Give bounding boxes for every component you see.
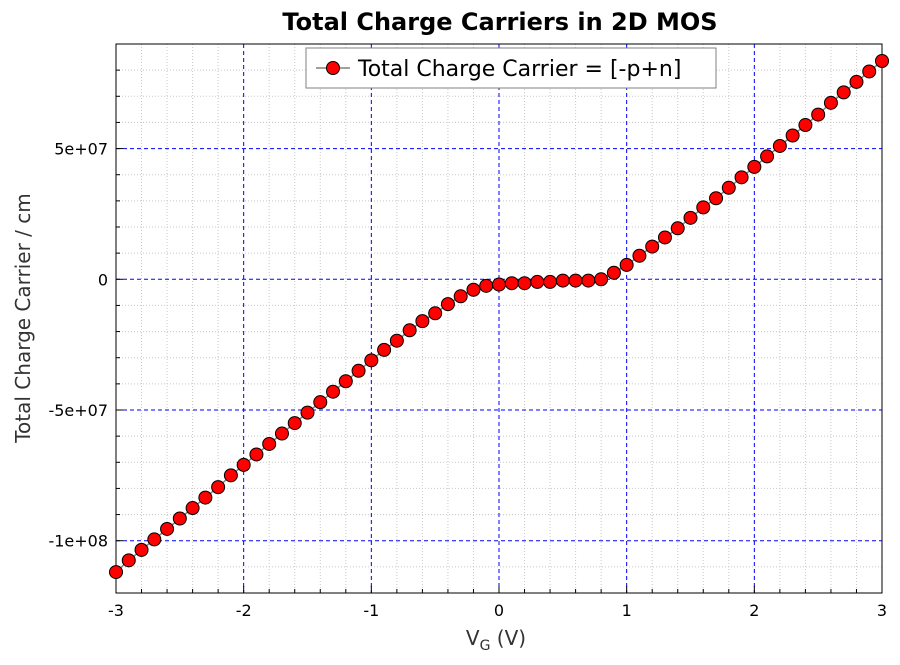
data-point [696,200,711,215]
x-tick-label: 3 [877,601,887,620]
data-point [811,107,826,122]
data-point [428,306,443,321]
data-point [223,468,238,483]
data-point [581,273,596,288]
data-point [466,282,481,297]
axis-ticks [115,43,883,594]
data-point [517,276,532,291]
data-point [172,511,187,526]
x-axis-label-unit: (V) [490,626,526,650]
x-tick-label: -3 [108,601,124,620]
data-point [645,239,660,254]
data-point [492,277,506,292]
x-tick-label: -2 [236,601,252,620]
data-point [721,180,736,195]
data-point [772,138,787,153]
x-tick-label: -1 [363,601,379,620]
data-point [619,257,634,272]
series-points [109,53,889,580]
legend: Total Charge Carrier = [-p+n] [305,47,717,89]
data-point [249,447,264,462]
data-point [530,274,545,289]
data-point [377,342,392,357]
data-point [262,436,277,451]
data-point [836,85,851,100]
data-point [594,272,609,287]
data-point [555,273,570,288]
data-point [504,276,519,291]
x-tick-label: 0 [494,601,504,620]
y-tick-label: -1e+08 [48,532,108,551]
data-point [185,501,200,516]
y-tick-labels: -1e+08 -5e+07 0 5e+07 [48,140,108,551]
data-point [849,74,864,89]
legend-label: Total Charge Carrier = [-p+n] [357,57,681,82]
x-axis-label: VG (V) [466,626,526,654]
data-point [198,490,213,505]
x-tick-labels: -3 -2 -1 0 1 2 3 [108,601,887,620]
data-point [300,405,315,420]
y-tick-label: 5e+07 [54,140,108,159]
data-point [747,159,762,174]
data-point [683,210,698,225]
data-point [109,565,123,580]
data-point [440,297,455,312]
data-point [402,323,417,338]
data-point [236,457,251,472]
data-point [211,480,226,495]
data-point [734,170,749,185]
data-point [326,384,341,399]
data-point [160,521,175,536]
major-grid [116,44,882,593]
legend-box [305,47,717,89]
data-point [351,363,366,378]
data-point [760,149,775,164]
data-point [543,274,558,289]
data-point [875,53,889,68]
data-point [338,374,353,389]
data-point [670,221,685,236]
y-tick-label: 0 [98,270,108,289]
data-point [862,64,877,79]
x-axis-label-main: V [466,626,480,650]
data-point [823,95,838,110]
data-point [389,333,404,348]
data-point [364,353,379,368]
x-tick-label: 1 [622,601,632,620]
x-tick-label: 2 [749,601,759,620]
data-point [709,191,724,206]
x-axis-label-sub: G [480,638,491,654]
data-point [632,248,647,263]
data-point [785,128,800,143]
legend-marker [326,61,340,75]
data-point [568,273,583,288]
data-point [798,118,813,133]
data-point [606,265,621,280]
data-point [134,542,149,557]
data-point [121,553,136,568]
y-tick-label: -5e+07 [48,401,108,420]
chart-title: Total Charge Carriers in 2D MOS [282,8,717,36]
y-axis-label: Total Charge Carrier / cm [11,193,35,444]
data-point [415,314,430,329]
data-point [453,289,468,304]
data-point [657,230,672,245]
data-point [313,395,328,410]
data-point [479,278,494,293]
data-point [274,426,289,441]
data-point [147,532,162,547]
data-point [287,416,302,431]
